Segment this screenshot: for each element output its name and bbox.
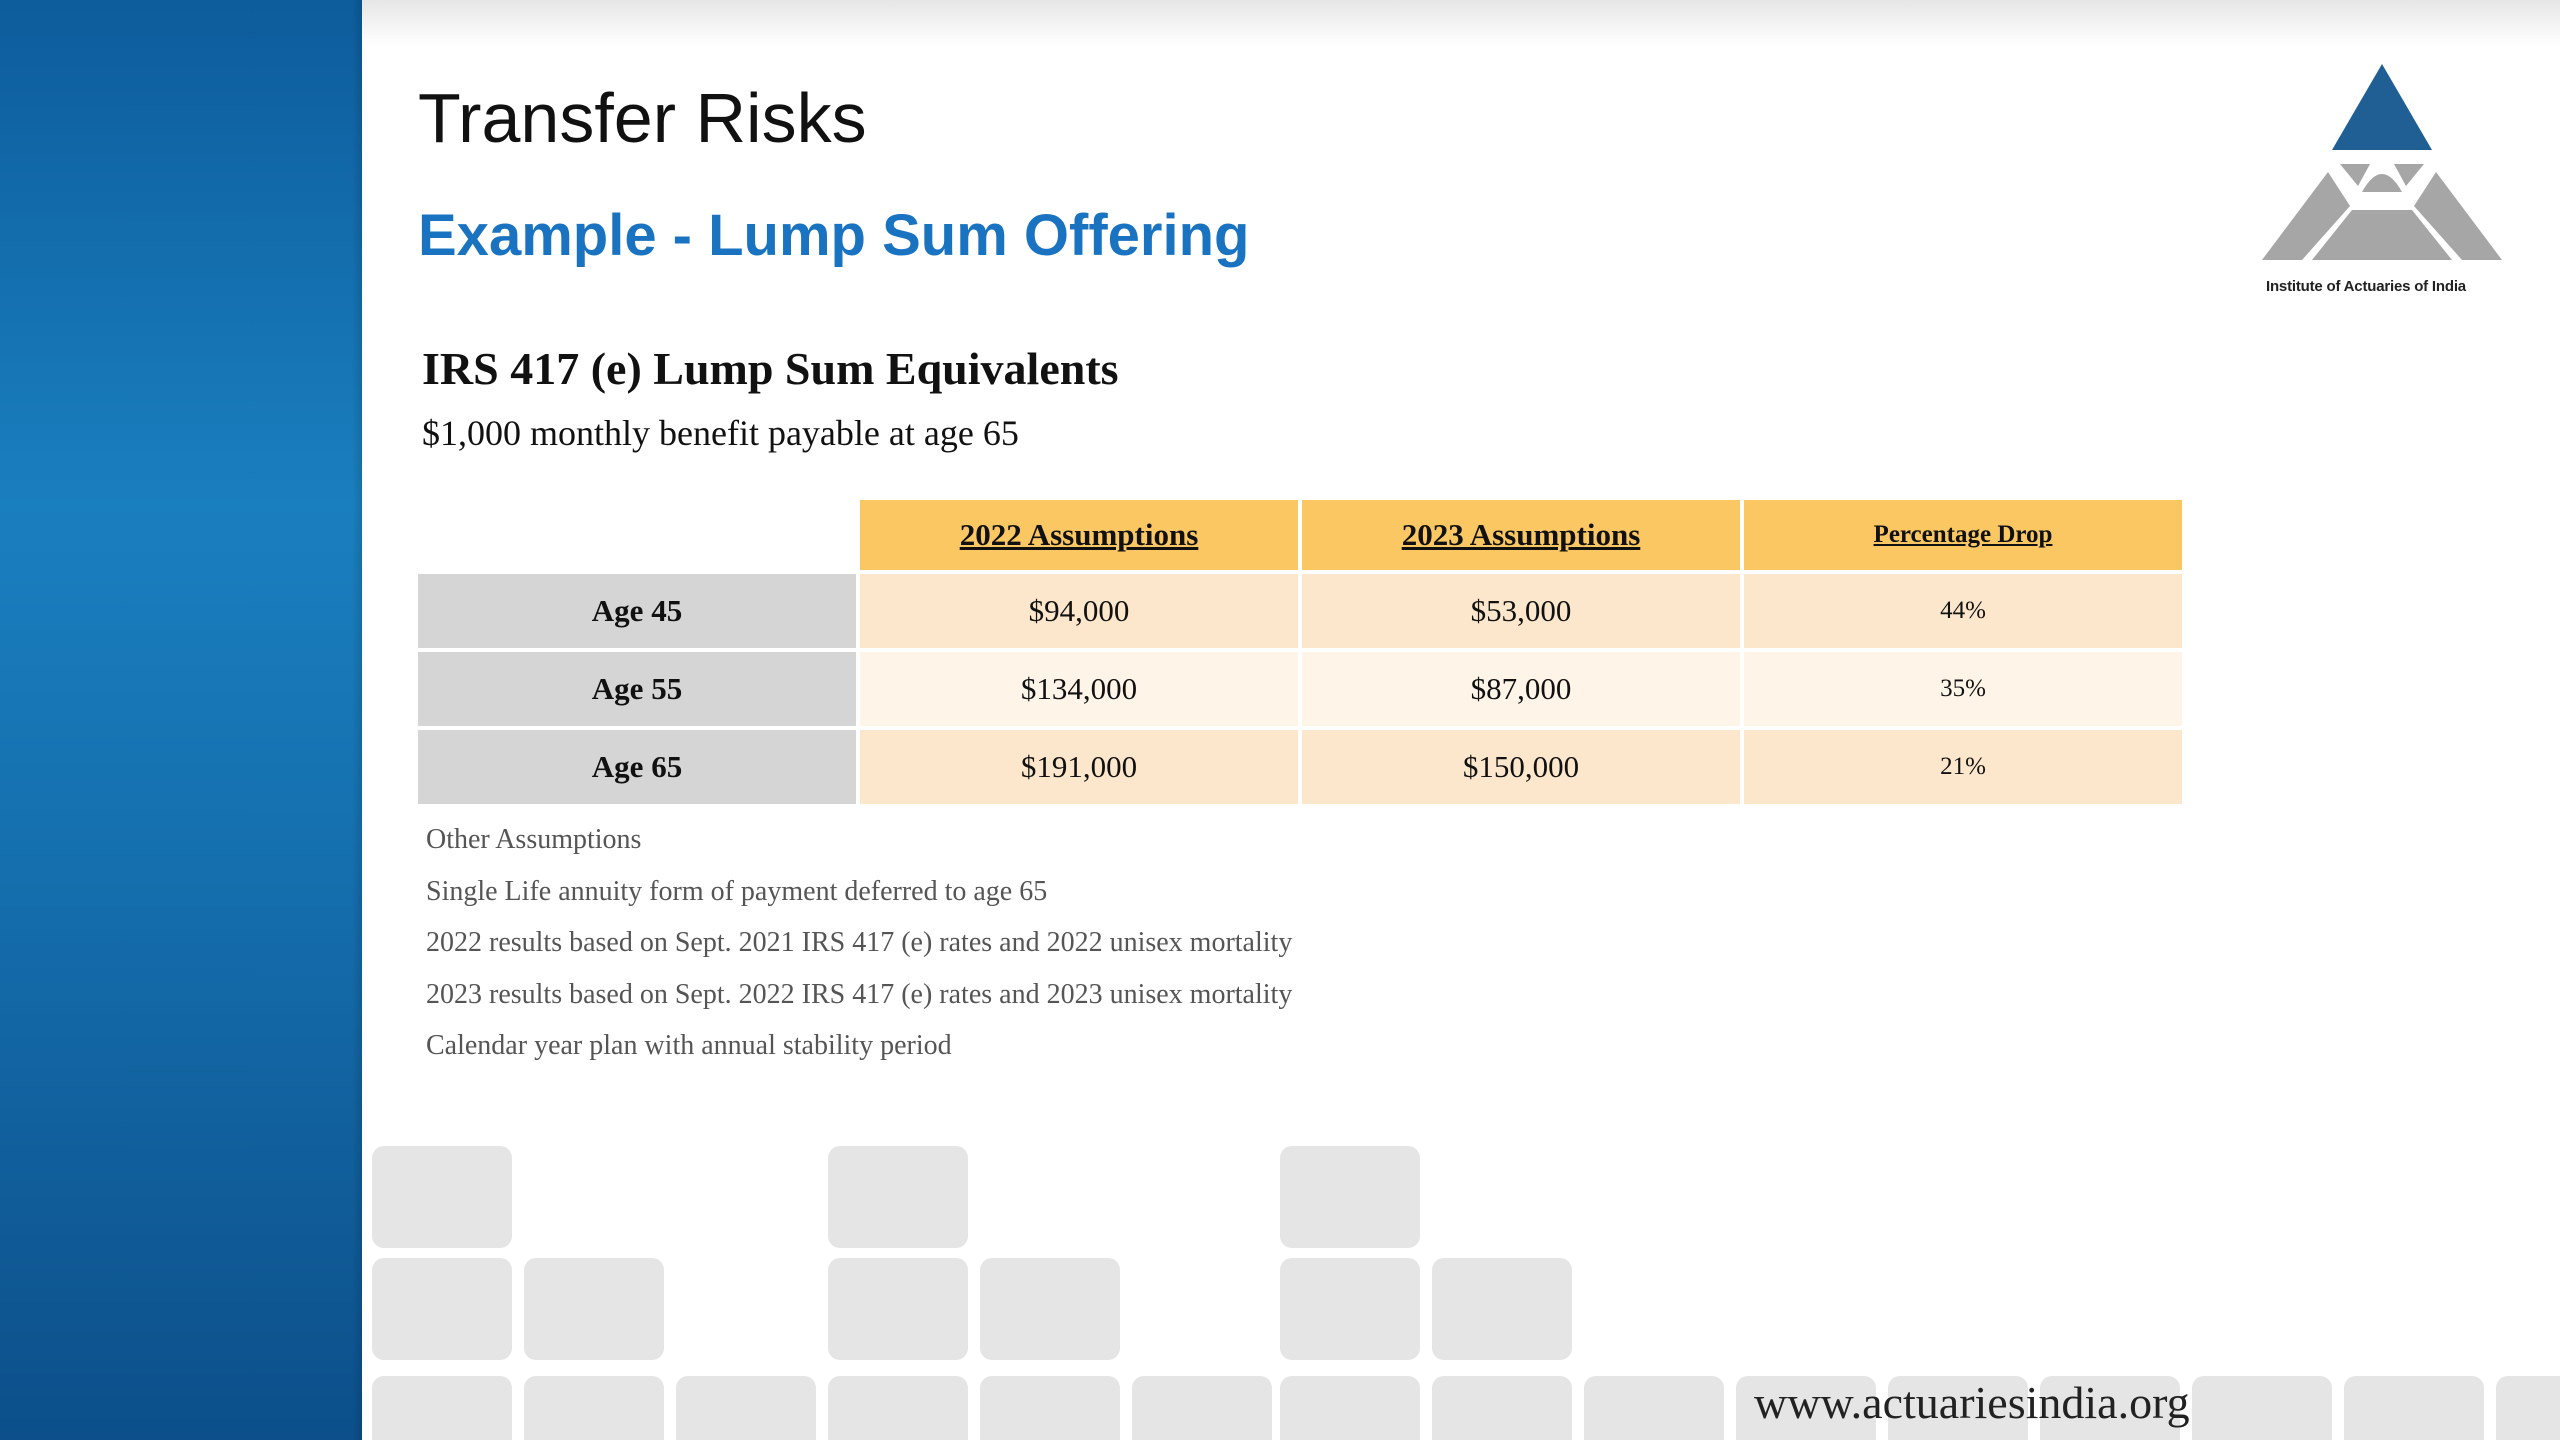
logo-segment [2414, 172, 2502, 260]
bg-tile [524, 1258, 664, 1360]
cell-2023-value: $150,000 [1302, 730, 1740, 804]
bg-tile [828, 1376, 968, 1440]
lump-sum-table: 2022 Assumptions 2023 Assumptions Percen… [414, 496, 2186, 808]
slide-top-shadow [362, 0, 2560, 46]
column-header-2023: 2023 Assumptions [1302, 500, 1740, 570]
footer-url: www.actuariesindia.org [1754, 1377, 2190, 1428]
assumptions-notes: Other Assumptions Single Life annuity fo… [426, 818, 1292, 1076]
logo-arch [2362, 174, 2402, 192]
bg-tile [372, 1376, 512, 1440]
bg-tile [2496, 1376, 2560, 1440]
logo-segment [2262, 172, 2350, 260]
bg-tile [2192, 1376, 2332, 1440]
column-header-percentage-drop: Percentage Drop [1744, 500, 2182, 570]
cell-2022-value: $134,000 [860, 652, 1298, 726]
note-line: Single Life annuity form of payment defe… [426, 875, 1048, 907]
cell-2023-value: $87,000 [1302, 652, 1740, 726]
column-header-2022: 2022 Assumptions [860, 500, 1298, 570]
row-label: Age 45 [418, 574, 856, 648]
table-header-row: 2022 Assumptions 2023 Assumptions Percen… [418, 500, 2182, 570]
cell-2023-value: $53,000 [1302, 574, 1740, 648]
cell-percentage-drop: 44% [1744, 574, 2182, 648]
bg-tile [980, 1258, 1120, 1360]
logo-caption: Institute of Actuaries of India [2266, 278, 2466, 295]
cell-percentage-drop: 35% [1744, 652, 2182, 726]
bg-tile [1432, 1258, 1572, 1360]
bg-tile [1584, 1376, 1724, 1440]
bg-tile [676, 1376, 816, 1440]
bg-tile [524, 1376, 664, 1440]
slide: Transfer Risks Example - Lump Sum Offeri… [362, 0, 2560, 1440]
slide-title: Transfer Risks [418, 79, 867, 157]
left-sidebar-band [0, 0, 362, 1440]
bg-tile [1432, 1376, 1572, 1440]
cell-2022-value: $94,000 [860, 574, 1298, 648]
note-line: Other Assumptions [426, 824, 642, 855]
iai-logo [2262, 64, 2502, 260]
bg-tile [828, 1258, 968, 1360]
table-row: Age 55 $134,000 $87,000 35% [418, 652, 2182, 726]
bg-tile [980, 1376, 1120, 1440]
bg-tile [1280, 1376, 1420, 1440]
bg-tile [1132, 1376, 1272, 1440]
section-subheading: $1,000 monthly benefit payable at age 65 [422, 413, 1019, 453]
cell-2022-value: $191,000 [860, 730, 1298, 804]
row-label: Age 65 [418, 730, 856, 804]
logo-segment [2312, 210, 2452, 260]
logo-triangle-top [2332, 64, 2432, 150]
cell-percentage-drop: 21% [1744, 730, 2182, 804]
bg-tile [372, 1146, 512, 1248]
table-row: Age 45 $94,000 $53,000 44% [418, 574, 2182, 648]
table-row: Age 65 $191,000 $150,000 21% [418, 730, 2182, 804]
table-corner-cell [418, 500, 856, 570]
note-line: 2022 results based on Sept. 2021 IRS 417… [426, 927, 1293, 958]
section-heading: IRS 417 (e) Lump Sum Equivalents [422, 343, 1119, 394]
bg-tile [1280, 1258, 1420, 1360]
bg-tile [372, 1258, 512, 1360]
note-line: Calendar year plan with annual stability… [426, 1030, 952, 1061]
logo-segment [2340, 164, 2370, 186]
bg-tile [828, 1146, 968, 1248]
bg-tile [1280, 1146, 1420, 1248]
note-line: 2023 results based on Sept. 2022 IRS 417… [426, 978, 1293, 1010]
slide-subtitle: Example - Lump Sum Offering [418, 203, 1250, 268]
row-label: Age 55 [418, 652, 856, 726]
bg-tile [2344, 1376, 2484, 1440]
logo-segment [2394, 164, 2424, 186]
